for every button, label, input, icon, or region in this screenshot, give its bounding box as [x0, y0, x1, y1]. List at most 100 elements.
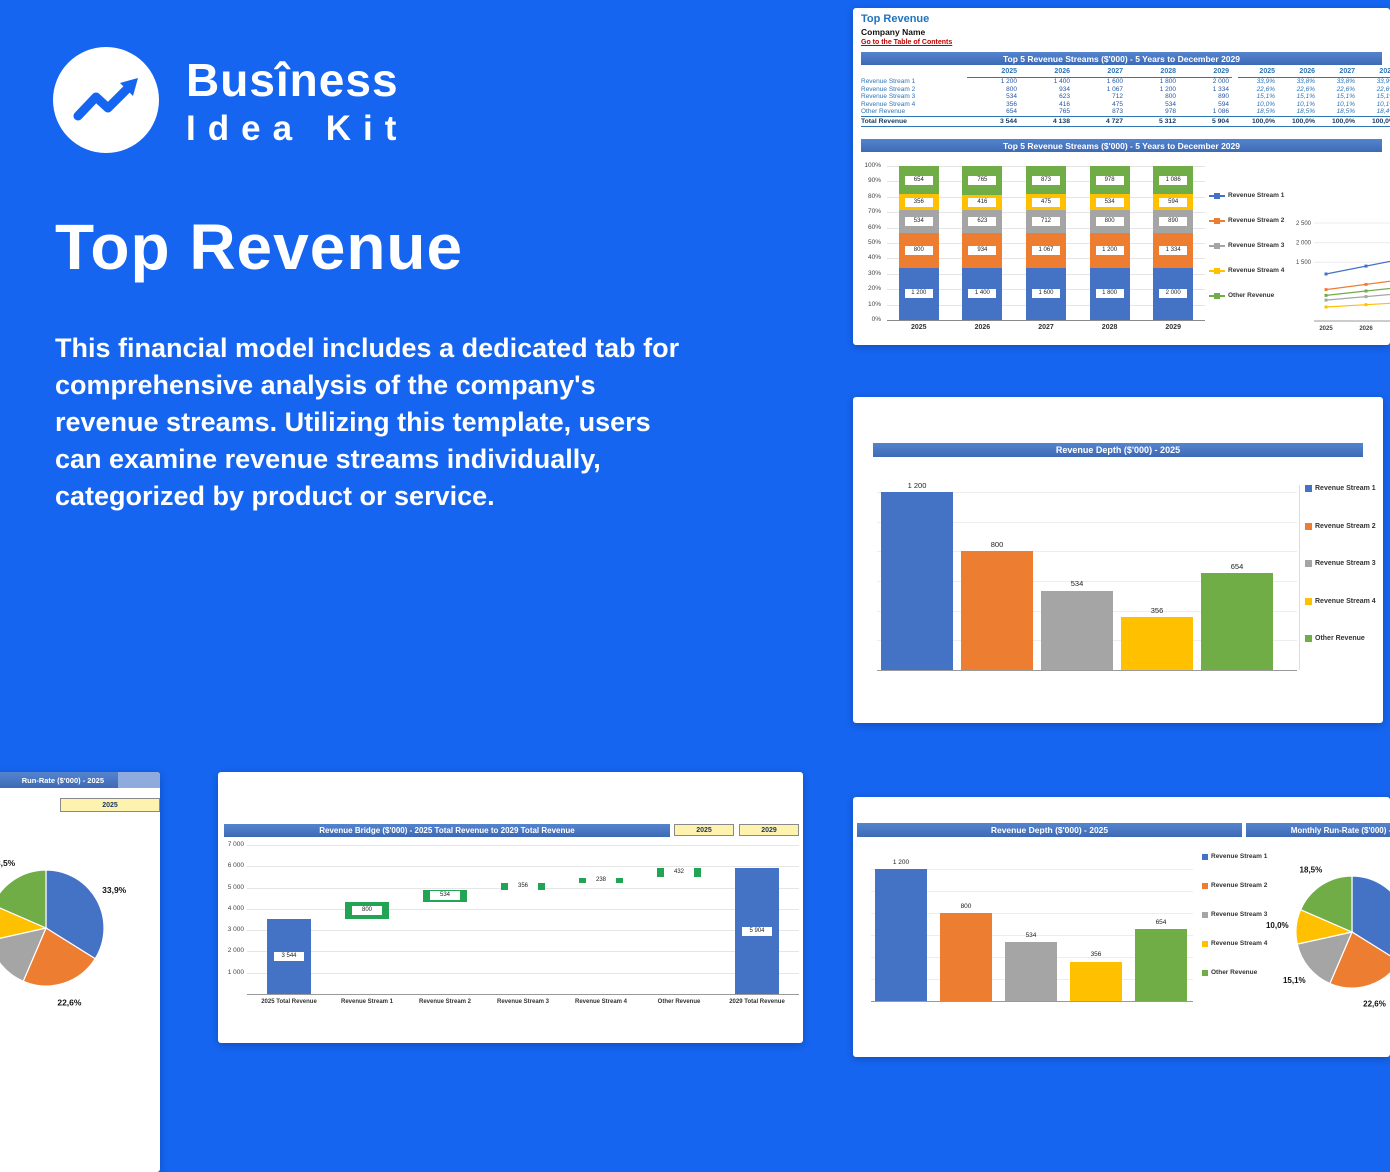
gridline	[877, 492, 1297, 493]
bar	[881, 492, 953, 670]
trend-arrow-icon	[53, 47, 159, 153]
axis-tick-label: 90%	[867, 177, 881, 185]
value-cell: 1 600	[1106, 78, 1123, 85]
run-rate-pie-chart: 33,9%22,6%15,1%10,0%18,5%	[0, 857, 128, 1009]
bar-value-label: 800	[960, 902, 972, 910]
axis-tick-label: 100%	[864, 162, 881, 169]
bar	[961, 551, 1033, 670]
x-axis-label: 2026	[1359, 326, 1373, 332]
value-cell: 1 200	[1000, 78, 1017, 85]
year-header: 2026	[1020, 67, 1073, 78]
x-axis-label: 2025 Total Revenue	[261, 999, 317, 1005]
hero-description-line: revenue streams. Utilizing this template…	[55, 407, 651, 437]
revenue-table: 202520262027202820292025202620272028Reve…	[861, 67, 1390, 128]
row-label: Revenue Stream 4	[861, 100, 916, 108]
line-marker	[1324, 298, 1328, 302]
x-axis-label: 2028	[1101, 324, 1118, 331]
hero-description-line: categorized by product or service.	[55, 481, 495, 511]
bar-value-label: 800	[990, 539, 1004, 549]
pie-label: 33,9%	[102, 885, 127, 895]
row-label: Revenue Stream 3	[861, 93, 916, 101]
value-cell: 534	[1006, 93, 1017, 101]
legend-item: Other Revenue	[1305, 635, 1365, 642]
pie-slice	[22, 927, 97, 987]
x-axis-label: 2025	[911, 324, 927, 331]
logo-circle	[53, 47, 159, 153]
pct-cell: 15,1%	[1256, 93, 1275, 101]
gridline	[877, 581, 1297, 582]
legend-label: Revenue Stream 2	[1315, 522, 1376, 530]
legend-item: Revenue Stream 4	[1209, 267, 1284, 274]
bridge-title-bar: Revenue Bridge ($'000) - 2025 Total Reve…	[224, 824, 670, 837]
legend-item: Revenue Stream 3	[1305, 560, 1376, 567]
bar-value-label: 890	[1159, 216, 1188, 226]
x-axis-label: 2029	[1165, 324, 1181, 331]
pct-cell: 22,6%	[1336, 85, 1355, 93]
pie-slice	[1296, 931, 1354, 985]
gridline	[247, 930, 799, 932]
legend-label: Revenue Stream 4	[1315, 597, 1376, 605]
legend-line-marker	[1209, 267, 1225, 274]
x-axis-line	[877, 670, 1297, 671]
pie-label: 18,5%	[1300, 865, 1323, 874]
axis-tick-label: 20%	[867, 285, 881, 293]
bar	[1121, 617, 1193, 670]
page-title: Top Revenue	[55, 211, 464, 283]
bar-value-label: 800	[352, 905, 382, 915]
gridline	[247, 866, 799, 868]
bar	[940, 913, 992, 1001]
axis-tick-label: 7 000	[227, 841, 244, 848]
pct-cell: 22,6%	[1256, 85, 1275, 93]
bar-value-label: 623	[968, 217, 997, 226]
bar	[1201, 573, 1273, 670]
logo-arrowhead	[120, 78, 138, 96]
brand: Busîness Idea Kit	[52, 46, 408, 159]
bar-value-label: 534	[1095, 197, 1124, 207]
pct-cell: 33,8%	[1336, 78, 1355, 85]
legend-swatch	[1305, 560, 1312, 567]
pct-cell: 18,4%	[1376, 108, 1390, 116]
bar-value-label: 2 000	[1159, 289, 1188, 299]
value-cell: 800	[1006, 85, 1017, 93]
bridge-from-year-dropdown[interactable]: 2025	[674, 824, 734, 836]
gridline	[247, 845, 799, 846]
value-cell: 623	[1059, 93, 1070, 101]
legend-item: Revenue Stream 3	[1202, 911, 1267, 918]
value-cell: 1 800	[1159, 78, 1176, 85]
value-cell: 765	[1059, 108, 1070, 116]
x-axis-label: Revenue Stream 3	[496, 999, 550, 1005]
axis-tick-label: 60%	[867, 223, 881, 231]
line-marker	[1364, 295, 1368, 299]
monthly-run-rate-pie-chart: 33,9%22,6%15,1%10,0%18,5%	[1265, 864, 1390, 1010]
pct-cell: 18,5%	[1296, 108, 1315, 116]
legend-line-marker	[1209, 292, 1225, 299]
value-cell: 934	[1059, 85, 1070, 93]
toc-link[interactable]: Go to the Table of Contents	[861, 39, 953, 46]
logo-trend-line	[73, 85, 131, 121]
bridge-to-year-dropdown[interactable]: 2029	[739, 824, 799, 836]
legend-swatch	[1202, 853, 1208, 860]
bar	[1135, 929, 1187, 1001]
total-pct: 100,0%	[1278, 115, 1318, 128]
year-header: 2026	[1278, 67, 1318, 78]
pct-cell: 18,5%	[1336, 108, 1355, 116]
pie-label: 15,1%	[1283, 976, 1306, 985]
legend-square-marker	[1214, 267, 1220, 274]
axis-tick-label: 2 000	[1296, 241, 1312, 247]
legend-label: Revenue Stream 3	[1211, 911, 1268, 918]
depth-and-run-rate-panel: Revenue Depth ($'000) - 2025 Monthly Run…	[853, 797, 1390, 1057]
bar-value-label: 765	[968, 175, 997, 185]
hero-description: This financial model includes a dedicate…	[55, 330, 679, 515]
stacked-bar-chart: 100% 90% 80% 70% 60% 50% 40% 30% 20% 10% 0% 1 200 80…	[853, 8, 1390, 345]
total-value: 5 312	[1126, 115, 1179, 128]
table-gap	[1232, 115, 1238, 128]
gridline	[871, 913, 1193, 914]
revenue-bridge-chart: 7 000 6 000 5 000 4 000 3 000 2 000 1 000 3 544…	[218, 772, 803, 1043]
line-marker	[1324, 293, 1328, 297]
bar-value-label: 356	[904, 197, 933, 207]
legend-label: Revenue Stream 2	[1211, 882, 1268, 889]
pct-cell: 22,6%	[1296, 85, 1315, 93]
year-selector-dropdown[interactable]: 2025	[60, 798, 160, 812]
pie-label: 18,5%	[0, 858, 16, 868]
legend-swatch	[1202, 882, 1208, 889]
